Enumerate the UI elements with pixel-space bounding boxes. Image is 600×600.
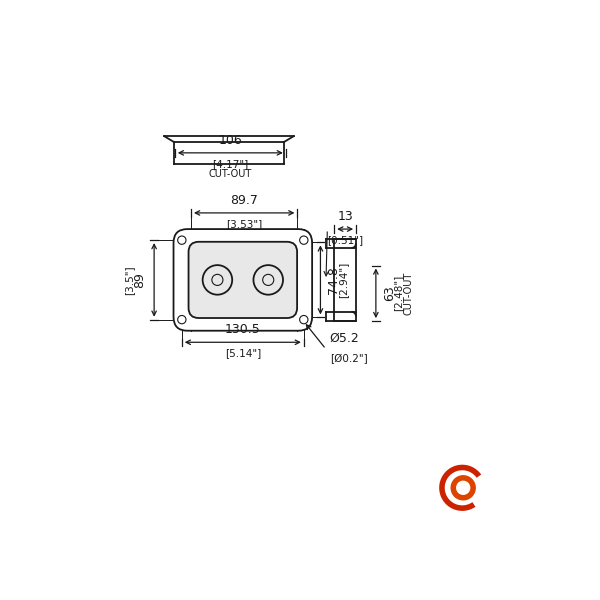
Text: Ø5.2: Ø5.2 (329, 332, 359, 344)
Text: 63: 63 (383, 286, 396, 301)
Text: [2.48"]: [2.48"] (394, 275, 403, 311)
FancyBboxPatch shape (173, 229, 312, 331)
Text: CUT-OUT: CUT-OUT (209, 169, 252, 179)
Text: 130.5: 130.5 (225, 323, 260, 336)
Text: 13: 13 (337, 210, 353, 223)
FancyBboxPatch shape (188, 242, 297, 318)
Text: 89.7: 89.7 (230, 194, 258, 207)
Text: 106: 106 (218, 134, 242, 147)
Text: [3.53"]: [3.53"] (226, 219, 262, 229)
Circle shape (457, 481, 470, 494)
Text: [3.5"]: [3.5"] (125, 265, 135, 295)
Text: [4.17"]: [4.17"] (212, 159, 248, 169)
Text: CUT-OUT: CUT-OUT (404, 272, 413, 315)
Text: [Ø0.2"]: [Ø0.2"] (329, 354, 367, 364)
Text: [0.51"]: [0.51"] (327, 235, 363, 245)
Text: [2.94"]: [2.94"] (338, 262, 348, 298)
Circle shape (451, 476, 475, 500)
Text: 89: 89 (133, 272, 146, 288)
Text: [5.14"]: [5.14"] (224, 348, 261, 358)
Polygon shape (173, 142, 284, 164)
Text: 74.8: 74.8 (328, 266, 340, 294)
